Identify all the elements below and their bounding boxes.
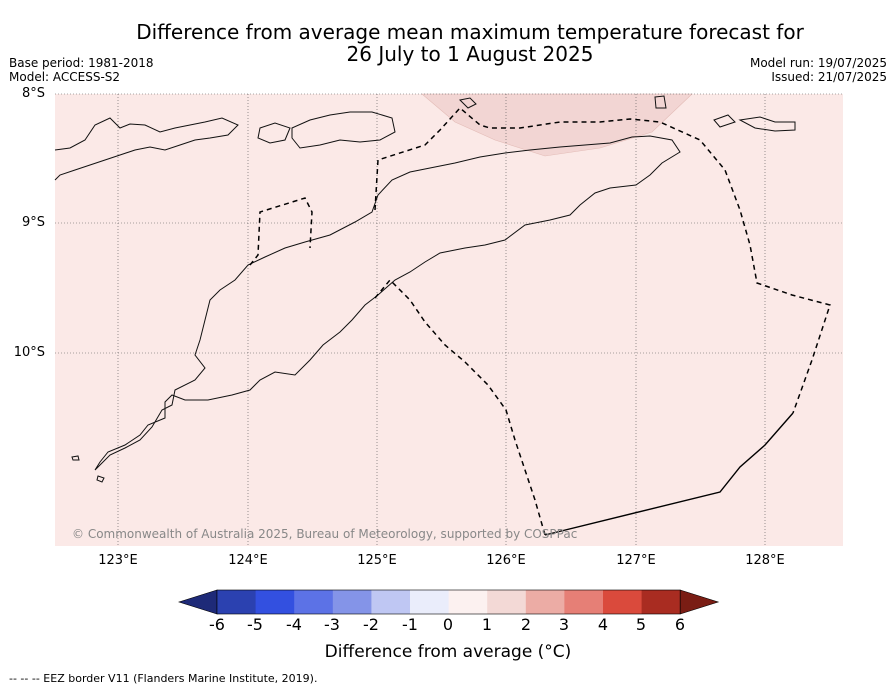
model-run-text: Model run: 19/07/2025 bbox=[749, 56, 887, 70]
colorbar-extend-high bbox=[679, 589, 720, 615]
colorbar-segment bbox=[525, 590, 565, 614]
wetar-island-outline bbox=[291, 111, 396, 149]
colorbar-segment bbox=[371, 590, 411, 614]
lat-label-10s: 10°S bbox=[13, 345, 45, 360]
timor-island-outline bbox=[94, 135, 681, 471]
colorbar-label: Difference from average (°C) bbox=[324, 642, 572, 662]
issued-text: Issued: 21/07/2025 bbox=[771, 70, 887, 84]
eez-border-enclave bbox=[249, 197, 313, 266]
leti-island-outline bbox=[713, 114, 736, 128]
copyright-text: © Commonwealth of Australia 2025, Bureau… bbox=[72, 527, 578, 541]
map-background bbox=[55, 94, 843, 546]
lon-label-126e: 126°E bbox=[486, 553, 526, 568]
seabed-boundary-line bbox=[544, 412, 794, 536]
colorbar-segment bbox=[294, 590, 334, 614]
colorbar-segment bbox=[603, 590, 643, 614]
chart-title-line-2: 26 July to 1 August 2025 bbox=[346, 42, 594, 66]
chart-title-line-1: Difference from average mean maximum tem… bbox=[136, 20, 804, 44]
colorbar-tick-label: 6 bbox=[674, 615, 686, 634]
lat-label-8s: 8°S bbox=[21, 86, 45, 101]
colorbar-tick-label: -3 bbox=[324, 615, 340, 634]
eez-footnote: -- -- -- EEZ border V11 (Flanders Marine… bbox=[9, 672, 318, 685]
eez-border-north bbox=[374, 278, 546, 536]
lon-label-125e: 125°E bbox=[357, 553, 397, 568]
colorbar-extend-low bbox=[178, 589, 218, 615]
kisar-island-outline bbox=[654, 95, 667, 109]
meta-right: Model run: 19/07/2025 Issued: 21/07/2025 bbox=[750, 56, 887, 84]
colorbar-tick-label: 0 bbox=[442, 615, 454, 634]
colorbar-tick-label: -2 bbox=[363, 615, 379, 634]
colorbar-tick-label: -5 bbox=[247, 615, 263, 634]
atauro-island-outline bbox=[458, 97, 477, 109]
lon-label-123e: 123°E bbox=[98, 553, 138, 568]
colorbar-segment bbox=[332, 590, 372, 614]
colorbar-tick-label: 5 bbox=[635, 615, 647, 634]
colorbar-tick-label: -6 bbox=[209, 615, 225, 634]
colorbar-tick-label: 3 bbox=[558, 615, 570, 634]
colorbar-segment bbox=[217, 590, 257, 614]
colorbar-tick-label: -1 bbox=[402, 615, 418, 634]
eez-border-east bbox=[374, 106, 831, 414]
colorbar-segment bbox=[487, 590, 527, 614]
alor-island-outline bbox=[257, 122, 291, 144]
meta-left: Base period: 1981-2018 Model: ACCESS-S2 bbox=[9, 56, 154, 84]
semau-island-outline bbox=[71, 455, 80, 461]
northern-islands-outline bbox=[54, 117, 239, 181]
lon-label-124e: 124°E bbox=[228, 553, 268, 568]
lon-label-128e: 128°E bbox=[745, 553, 785, 568]
colorbar-segment bbox=[564, 590, 604, 614]
colorbar-tick-label: -4 bbox=[286, 615, 302, 634]
coastlines bbox=[54, 95, 796, 483]
lon-label-127e: 127°E bbox=[616, 553, 656, 568]
lat-label-9s: 9°S bbox=[21, 215, 45, 230]
moa-island-outline bbox=[738, 116, 796, 132]
colorbar-tick-label: 1 bbox=[481, 615, 493, 634]
colorbar-outline bbox=[216, 589, 681, 615]
anomaly-region bbox=[421, 93, 693, 157]
rote-island-outline bbox=[96, 475, 105, 483]
colorbar-segment bbox=[641, 590, 681, 614]
base-period-text: Base period: 1981-2018 bbox=[9, 56, 154, 70]
colorbar-segment bbox=[255, 590, 295, 614]
colorbar-segment bbox=[448, 590, 488, 614]
colorbar-segment bbox=[410, 590, 450, 614]
colorbar-tick-label: 2 bbox=[520, 615, 532, 634]
eez-border bbox=[249, 106, 831, 536]
colorbar-tick-label: 4 bbox=[597, 615, 609, 634]
model-text: Model: ACCESS-S2 bbox=[9, 70, 121, 84]
